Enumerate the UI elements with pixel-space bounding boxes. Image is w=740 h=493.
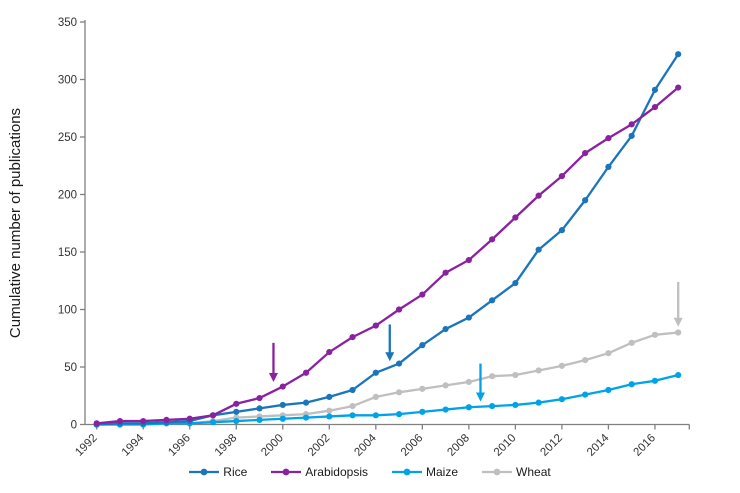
legend-label-wheat: Wheat <box>516 465 551 479</box>
svg-text:1992: 1992 <box>73 432 100 459</box>
arabidopsis-line-marker-icon <box>271 468 302 476</box>
svg-text:1998: 1998 <box>213 432 240 459</box>
svg-text:200: 200 <box>58 190 77 202</box>
svg-text:150: 150 <box>58 247 77 259</box>
svg-text:250: 250 <box>58 132 77 144</box>
maize-line-marker-icon <box>392 468 422 476</box>
svg-text:2000: 2000 <box>259 432 286 459</box>
svg-text:1996: 1996 <box>166 432 193 459</box>
svg-text:50: 50 <box>64 362 77 374</box>
svg-text:350: 350 <box>58 17 77 29</box>
legend-item-arabidopsis: Arabidopsis <box>271 465 368 479</box>
svg-text:2002: 2002 <box>306 432 333 459</box>
svg-text:2006: 2006 <box>399 432 426 459</box>
svg-text:2010: 2010 <box>492 432 519 459</box>
legend-label-arabidopsis: Arabidopsis <box>305 465 368 479</box>
svg-text:0: 0 <box>71 420 77 432</box>
svg-text:1994: 1994 <box>120 432 147 459</box>
chart-legend: Rice Arabidopsis Maize Wheat <box>0 465 740 479</box>
legend-label-rice: Rice <box>223 465 248 479</box>
legend-item-maize: Maize <box>392 465 458 479</box>
svg-text:2004: 2004 <box>352 432 379 459</box>
chart-plot-area: 0 50 100 150 200 250 300 350 1992 1994 1996 1998 200… <box>58 17 690 459</box>
legend-item-wheat: Wheat <box>482 465 551 479</box>
legend-label-maize: Maize <box>426 465 459 479</box>
wheat-line-marker-icon <box>482 468 513 476</box>
svg-text:100: 100 <box>58 305 77 317</box>
svg-text:2016: 2016 <box>631 432 658 459</box>
svg-text:2014: 2014 <box>585 432 612 459</box>
legend-item-rice: Rice <box>189 465 247 479</box>
rice-line-marker-icon <box>189 468 220 476</box>
svg-text:300: 300 <box>58 75 77 87</box>
svg-text:2012: 2012 <box>538 432 565 459</box>
svg-text:2008: 2008 <box>445 432 472 459</box>
